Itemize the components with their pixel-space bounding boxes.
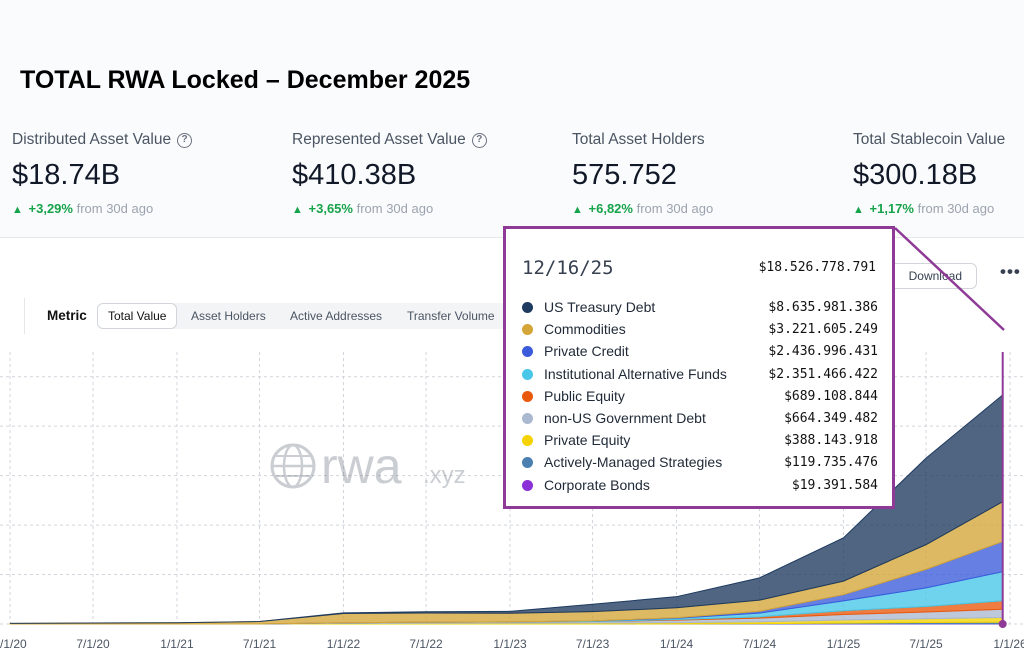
x-tick-label: 7/1/25 (909, 637, 943, 651)
metric-label: Metric (47, 308, 87, 323)
series-color-dot (522, 413, 533, 424)
metric-selector: Metric Total Value Asset Holders Active … (24, 298, 507, 334)
tooltip-series-name: Private Credit (544, 343, 629, 360)
stat-change: +6,82% (588, 201, 633, 216)
series-color-dot (522, 302, 533, 313)
tooltip-series-name: Private Equity (544, 432, 631, 449)
tooltip-row: Institutional Alternative Funds $2.351.46… (522, 365, 878, 385)
x-tick-label: 7/1/20 (76, 637, 110, 651)
chart-tooltip: 12/16/25 $18.526.778.791 US Treasury Deb… (503, 226, 895, 509)
hover-dot (998, 620, 1007, 628)
trend-up-icon: ▲ (292, 204, 303, 216)
stat-label: Total Asset Holders (572, 131, 705, 148)
x-tick-label: 1/1/26 (993, 637, 1024, 651)
metric-option-asset-holders[interactable]: Asset Holders (191, 309, 266, 323)
series-color-dot (522, 324, 533, 336)
trend-up-icon: ▲ (853, 204, 864, 216)
x-tick-label: 1/1/22 (327, 637, 361, 651)
tooltip-total: $18.526.778.791 (758, 260, 876, 275)
tooltip-row: non-US Government Debt $664.349.482 (522, 409, 878, 429)
watermark-logo: rwa .xyz (270, 438, 466, 494)
series-color-dot (522, 435, 533, 447)
x-axis: 1/1/20 7/1/20 1/1/21 7/1/21 1/1/22 7/1/22 1/1/… (0, 637, 1024, 651)
x-tick-label: 1/1/20 (0, 637, 27, 651)
stat-distributed-asset-value: Distributed Asset Value ? $18.74B ▲ +3,2… (12, 131, 193, 216)
x-tick-label: 1/1/24 (660, 637, 694, 651)
info-icon[interactable]: ? (177, 132, 193, 148)
tooltip-row: Actively-Managed Strategies $119.735.476 (522, 453, 878, 473)
trend-up-icon: ▲ (12, 204, 23, 216)
stat-change-suffix: from 30d ago (636, 201, 714, 216)
watermark-suffix: .xyz (423, 462, 466, 489)
trend-up-icon: ▲ (572, 204, 583, 216)
tooltip-series-value: $2.351.466.422 (768, 366, 878, 382)
series-color-dot (522, 479, 533, 491)
tooltip-row: Private Equity $388.143.918 (522, 431, 878, 451)
tooltip-series-value: $689.108.844 (784, 388, 878, 404)
stat-change-suffix: from 30d ago (917, 201, 995, 216)
stat-change: +3,29% (28, 201, 73, 216)
metric-options: Total Value Asset Holders Active Address… (97, 303, 507, 329)
stat-value: $18.74B (12, 159, 121, 191)
tooltip-series-value: $2.436.996.431 (768, 344, 878, 360)
x-tick-label: 7/1/21 (243, 637, 277, 651)
series-color-dot (522, 368, 533, 380)
tooltip-row: Commodities $3.221.605.249 (522, 320, 878, 340)
metric-option-active-addresses[interactable]: Active Addresses (290, 309, 383, 323)
tooltip-row: Private Credit $2.436.996.431 (522, 342, 878, 362)
tooltip-row: US Treasury Debt $8.635.981.386 (522, 298, 878, 318)
series-color-dot (522, 346, 533, 358)
stat-value: $410.38B (292, 159, 417, 191)
tooltip-series-name: Institutional Alternative Funds (544, 365, 727, 382)
tooltip-series-value: $664.349.482 (784, 411, 878, 426)
metric-option-total-value[interactable]: Total Value (97, 303, 178, 329)
x-tick-label: 7/1/22 (409, 637, 443, 651)
tooltip-series-name: Corporate Bonds (544, 476, 650, 493)
stat-label: Represented Asset Value (292, 131, 466, 148)
stat-total-stablecoin-value: Total Stablecoin Value $300.18B ▲ +1,17%… (853, 131, 1005, 216)
series-color-dot (522, 390, 533, 402)
stat-change-suffix: from 30d ago (76, 201, 154, 216)
tooltip-series-value: $119.735.476 (784, 455, 878, 471)
tooltip-series-value: $3.221.605.249 (768, 322, 878, 338)
stat-total-asset-holders: Total Asset Holders 575.752 ▲ +6,82% fro… (572, 131, 713, 216)
globe-icon (270, 443, 316, 489)
stat-label: Distributed Asset Value (12, 131, 172, 148)
rwa-stacked-area-chart: rwa .xyz 1/1/20 7/1/20 1/1/21 7/1/21 1/1/22 7… (0, 352, 1024, 651)
tooltip-series-name: Commodities (544, 321, 626, 338)
watermark-brand: rwa (321, 438, 402, 494)
tooltip-row: Corporate Bonds $19.391.584 (522, 476, 878, 496)
tooltip-row: Public Equity $689.108.844 (522, 387, 878, 407)
tooltip-series-name: non-US Government Debt (544, 410, 706, 426)
x-tick-label: 7/1/24 (743, 637, 777, 651)
tooltip-series-value: $388.143.918 (784, 433, 878, 449)
stat-change: +1,17% (869, 201, 914, 216)
x-tick-label: 1/1/25 (827, 637, 861, 651)
stat-label: Total Stablecoin Value (853, 131, 1006, 148)
stat-represented-asset-value: Represented Asset Value ? $410.38B ▲ +3,… (292, 131, 487, 216)
hover-pointer (998, 352, 1007, 628)
stats-header-band (0, 0, 1024, 238)
info-icon[interactable]: ? (471, 132, 487, 148)
x-tick-label: 7/1/23 (576, 637, 610, 651)
tooltip-series-value: $8.635.981.386 (768, 300, 878, 315)
metric-option-transfer-volume[interactable]: Transfer Volume (407, 309, 495, 323)
series-color-dot (522, 457, 533, 469)
stat-value: 575.752 (572, 159, 677, 191)
tooltip-series-name: US Treasury Debt (544, 299, 656, 315)
download-button[interactable]: Download (885, 263, 977, 289)
tooltip-series-name: Public Equity (544, 387, 625, 404)
x-tick-label: 1/1/23 (493, 637, 527, 651)
stat-value: $300.18B (853, 159, 978, 191)
tooltip-series-name: Actively-Managed Strategies (544, 454, 723, 471)
tooltip-series-value: $19.391.584 (791, 477, 878, 493)
stat-change: +3,65% (308, 201, 353, 216)
page-title: TOTAL RWA Locked – December 2025 (20, 66, 471, 94)
more-options-button[interactable]: ••• (1000, 262, 1021, 281)
x-tick-label: 1/1/21 (160, 637, 194, 651)
globe-meridian (282, 443, 304, 489)
tooltip-date: 12/16/25 (522, 257, 614, 279)
stat-change-suffix: from 30d ago (356, 201, 434, 216)
